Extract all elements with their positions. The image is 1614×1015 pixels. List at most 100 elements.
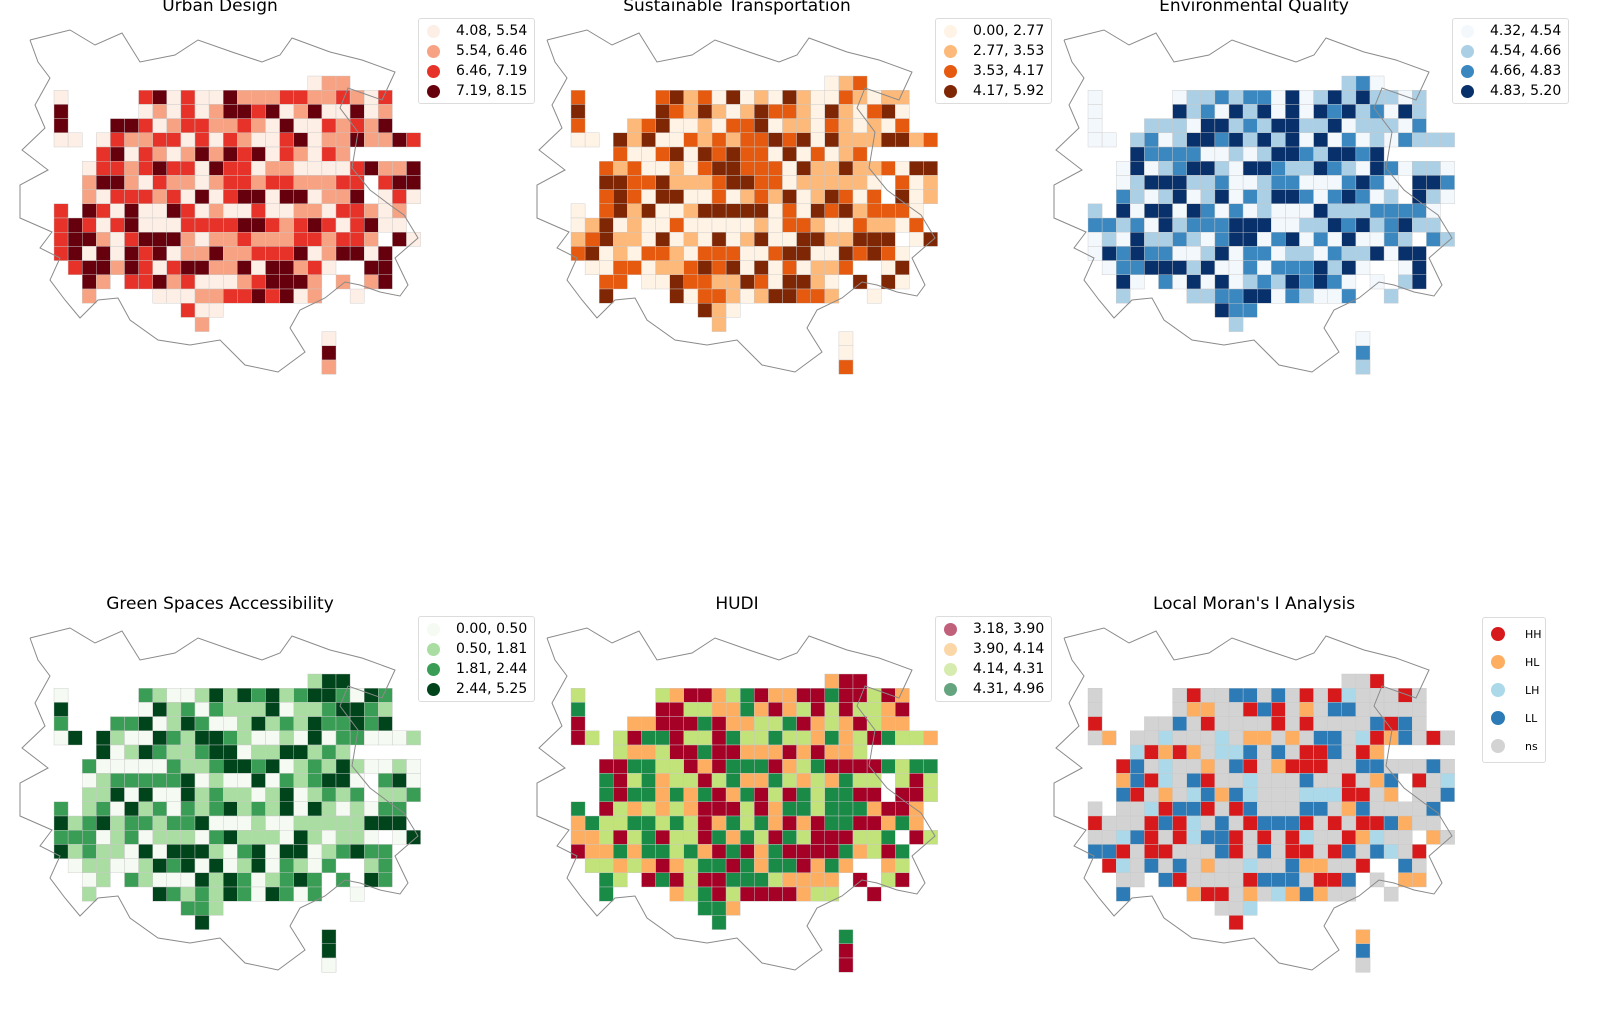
- grid-cell: [152, 118, 167, 133]
- grid-cell: [307, 203, 323, 219]
- grid-cell: [194, 288, 210, 304]
- grid-cell: [180, 104, 196, 119]
- grid-cell: [1327, 288, 1343, 304]
- legend-swatch: [1461, 64, 1474, 78]
- grid-cell: [598, 829, 614, 845]
- grid-cell: [697, 146, 713, 162]
- grid-cell: [194, 915, 210, 930]
- panel-title: Urban Design: [162, 0, 278, 16]
- grid-cell: [1144, 758, 1159, 774]
- grid-cell: [222, 858, 238, 874]
- grid-cell: [866, 886, 882, 902]
- grid-cell: [754, 246, 769, 261]
- grid-cell: [392, 758, 407, 774]
- grid-cell: [1369, 730, 1385, 746]
- grid-cell: [1426, 829, 1441, 845]
- grid-cell: [754, 773, 769, 788]
- grid-cell: [1271, 104, 1286, 119]
- grid-cell: [1200, 858, 1216, 874]
- grid-cell: [378, 844, 393, 859]
- grid-cell: [768, 274, 783, 290]
- grid-cell: [725, 231, 741, 247]
- grid-cell: [852, 829, 868, 845]
- grid-cell: [754, 758, 769, 774]
- grid-cell: [1228, 901, 1244, 916]
- grid-cell: [378, 203, 393, 219]
- grid-cell: [697, 175, 713, 190]
- grid-cell: [335, 730, 351, 746]
- grid-cell: [1200, 730, 1216, 746]
- grid-cell: [782, 231, 797, 247]
- grid-cell: [364, 132, 379, 148]
- grid-cell: [669, 716, 684, 731]
- grid-cell: [782, 132, 797, 148]
- grid-cell: [669, 886, 684, 902]
- grid-cell: [378, 274, 393, 290]
- grid-cell: [1228, 89, 1244, 105]
- grid-cell: [208, 274, 224, 290]
- legend-item: 4.31, 4.96: [944, 679, 1045, 699]
- grid-cell: [67, 217, 83, 233]
- grid-cell: [138, 89, 153, 105]
- grid-cell: [265, 274, 280, 290]
- grid-cell: [279, 260, 294, 276]
- grid-cell: [321, 943, 337, 959]
- grid-cell: [222, 160, 238, 176]
- grid-cell: [782, 246, 797, 261]
- grid-cell: [909, 829, 924, 845]
- grid-cell: [1158, 730, 1173, 746]
- legend-label: 2.44, 5.25: [456, 681, 528, 697]
- grid-cell: [1228, 274, 1244, 290]
- grid-cell: [293, 89, 309, 105]
- grid-cell: [349, 815, 365, 831]
- grid-cell: [1327, 702, 1343, 717]
- grid-cell: [1355, 844, 1371, 859]
- grid-cell: [53, 132, 69, 148]
- legend-label: 4.08, 5.54: [456, 23, 528, 39]
- grid-cell: [138, 702, 153, 717]
- grid-cell: [1271, 801, 1286, 817]
- grid-cell: [110, 118, 125, 133]
- grid-cell: [1313, 716, 1328, 731]
- grid-cell: [1186, 203, 1201, 219]
- grid-cell: [349, 175, 365, 190]
- grid-cell: [881, 829, 896, 845]
- grid-cell: [711, 217, 727, 233]
- grid-cell: [1285, 132, 1300, 148]
- grid-cell: [739, 274, 755, 290]
- grid-cell: [67, 844, 83, 859]
- grid-cell: [1327, 217, 1343, 233]
- grid-cell: [810, 702, 826, 717]
- grid-cell: [1412, 773, 1427, 788]
- legend-swatch: [944, 682, 957, 696]
- legend-label: 6.46, 7.19: [456, 63, 528, 79]
- grid-cell: [152, 146, 167, 162]
- grid-cell: [180, 716, 196, 731]
- grid-cell: [335, 844, 351, 859]
- legend-swatch: [944, 24, 957, 38]
- grid-cell: [866, 288, 882, 304]
- grid-cell: [697, 303, 713, 318]
- grid-cell: [782, 744, 797, 760]
- grid-cell: [321, 758, 337, 774]
- grid-cell: [824, 886, 840, 902]
- grid-cell: [1228, 815, 1244, 831]
- grid-cell: [754, 801, 769, 817]
- grid-cell: [627, 744, 642, 760]
- grid-cell: [1200, 687, 1216, 703]
- legend: 4.08, 5.54 5.54, 6.46 6.46, 7.19 7.19, 8…: [418, 18, 535, 104]
- grid-cell: [754, 829, 769, 845]
- grid-cell: [824, 118, 840, 133]
- choropleth-map: [536, 627, 938, 973]
- grid-cell: [67, 246, 83, 261]
- grid-cell: [1200, 702, 1216, 717]
- grid-cell: [1130, 160, 1145, 176]
- grid-cell: [96, 773, 111, 788]
- grid-cell: [627, 160, 642, 176]
- grid-cell: [669, 829, 684, 845]
- grid-cell: [1242, 901, 1258, 916]
- grid-cell: [570, 801, 586, 817]
- grid-cell: [613, 175, 628, 190]
- grid-cell: [725, 246, 741, 261]
- grid-cell: [838, 758, 854, 774]
